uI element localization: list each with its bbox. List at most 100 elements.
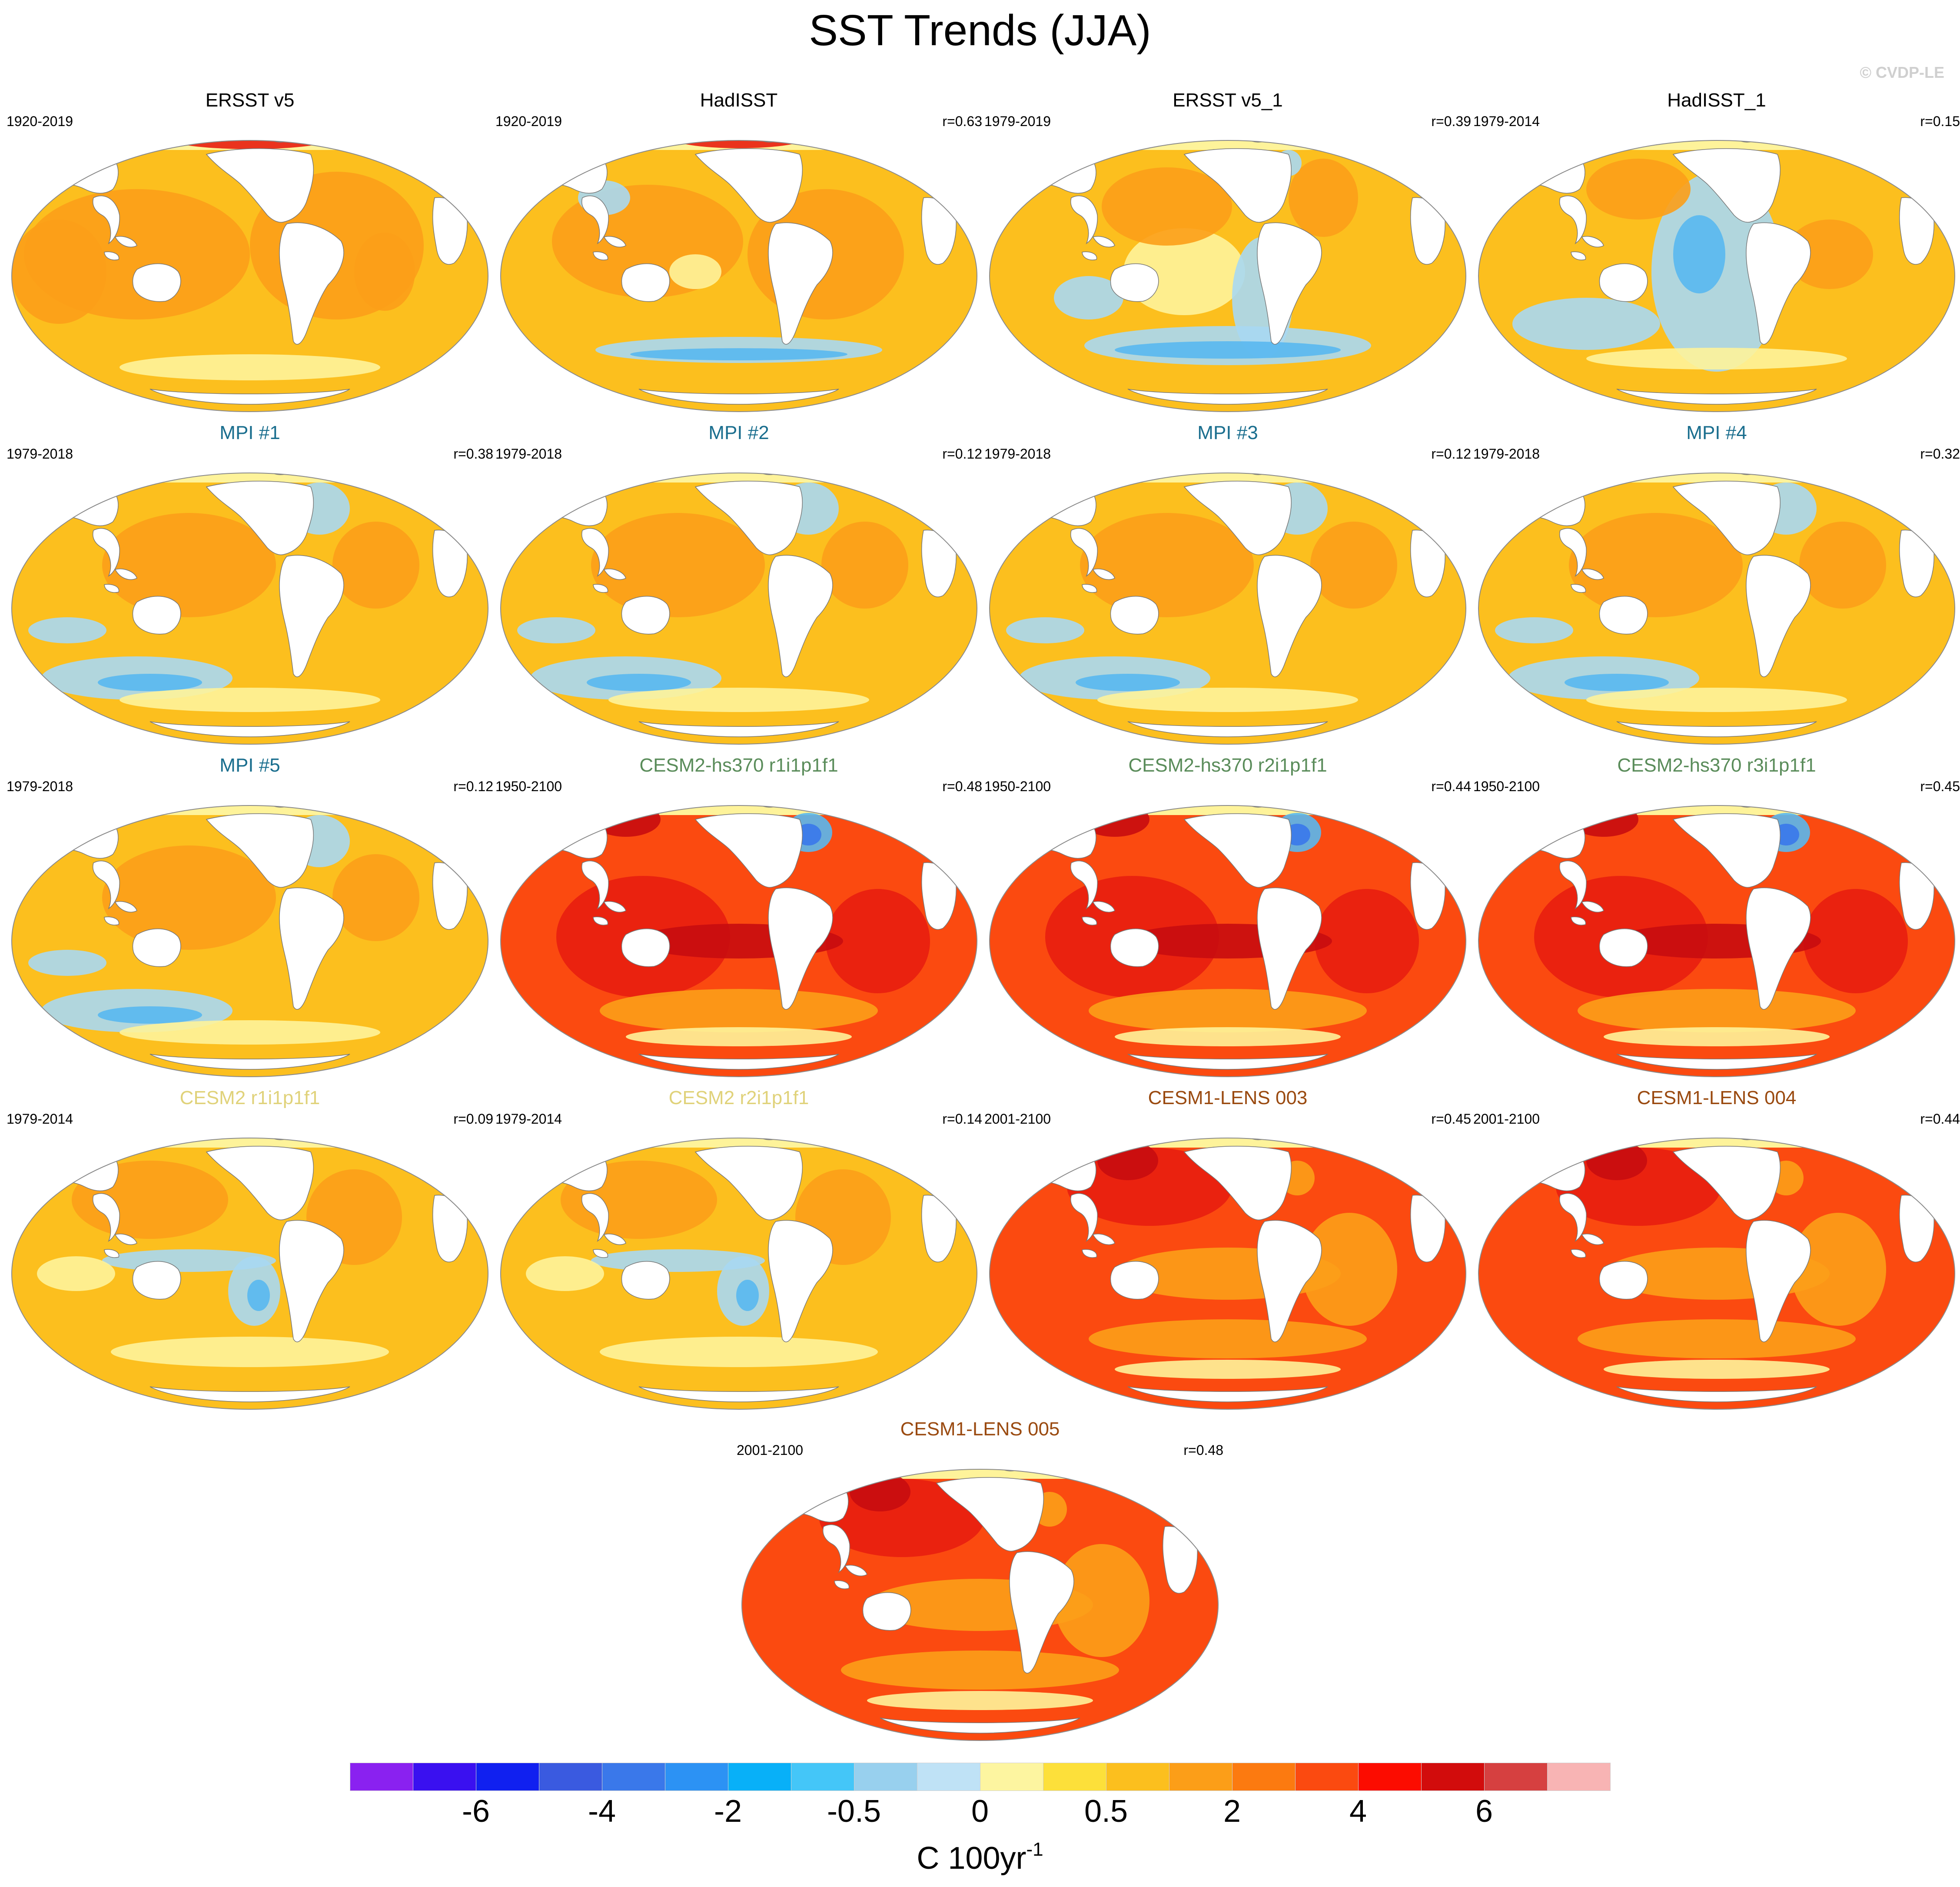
panel-period: 1979-2018 [984, 446, 1051, 462]
map-panel: CESM2 r1i1p1f1 1979-2014 r=0.09 [7, 1087, 493, 1411]
colorbar-swatch [350, 1763, 413, 1791]
map-field [990, 473, 1466, 744]
panel-correlation: r=0.32 [1920, 446, 1960, 462]
world-map [1478, 1138, 1955, 1410]
colorbar-tick-label: 0.5 [1084, 1794, 1128, 1829]
map-panel: CESM2 r2i1p1f1 1979-2014 r=0.14 [495, 1087, 982, 1411]
colorbar-swatch [1421, 1763, 1485, 1791]
panel-title: CESM2-hs370 r3i1p1f1 [1617, 755, 1816, 776]
world-map [1478, 140, 1955, 412]
panel-period: 1979-2019 [984, 113, 1051, 129]
panel-period: 1979-2014 [7, 1111, 73, 1127]
map-field [1478, 805, 1955, 1077]
colorbar-swatch [1043, 1763, 1106, 1791]
world-map [11, 473, 488, 745]
map-panel: CESM2-hs370 r3i1p1f1 1950-2100 r=0.45 [1473, 754, 1960, 1078]
panel-correlation: r=0.38 [453, 446, 493, 462]
colorbar-swatch [1169, 1763, 1232, 1791]
colorbar-swatch [1232, 1763, 1296, 1791]
panel-period: 1950-2100 [1473, 779, 1540, 794]
colorbar-swatch [728, 1763, 791, 1791]
panel-period: 1979-2018 [7, 779, 73, 794]
panel-period: 1950-2100 [495, 779, 562, 794]
map-panel: HadISST_1 1979-2014 r=0.15 [1473, 89, 1960, 413]
panel-correlation: r=0.63 [942, 113, 982, 129]
panel-correlation: r=0.12 [1431, 446, 1471, 462]
world-map [500, 140, 977, 412]
world-map [1478, 473, 1955, 745]
map-field [1478, 1138, 1955, 1409]
colorbar-units-text: C 100yr [917, 1841, 1027, 1876]
panel-period: 1950-2100 [984, 779, 1051, 794]
colorbar-swatch [665, 1763, 728, 1791]
panel-correlation: r=0.09 [453, 1111, 493, 1127]
map-panel: HadISST 1920-2019 r=0.63 [495, 89, 982, 413]
colorbar-swatch [602, 1763, 665, 1791]
panel-period: 1920-2019 [495, 113, 562, 129]
panel-period: 1979-2014 [1473, 113, 1540, 129]
colorbar-tick-label: 0 [971, 1794, 989, 1829]
map-field [990, 1138, 1466, 1409]
map-panel: CESM2-hs370 r2i1p1f1 1950-2100 r=0.44 [984, 754, 1471, 1078]
colorbar-swatch [1106, 1763, 1169, 1791]
colorbar-units: C 100yr-1 [0, 1830, 1960, 1878]
panel-period: 2001-2100 [984, 1111, 1051, 1127]
panel-title: HadISST [700, 90, 778, 111]
world-map [500, 805, 977, 1077]
colorbar-tick-label: 6 [1475, 1794, 1493, 1829]
panel-correlation: r=0.44 [1431, 779, 1471, 794]
map-panel: MPI #4 1979-2018 r=0.32 [1473, 422, 1960, 745]
world-map [500, 1138, 977, 1410]
map-field [12, 805, 488, 1077]
map-panel: MPI #5 1979-2018 r=0.12 [7, 754, 493, 1078]
panel-correlation: r=0.44 [1920, 1111, 1960, 1127]
world-map [989, 1138, 1466, 1410]
colorbar-tick-label: 2 [1223, 1794, 1241, 1829]
panel-correlation: r=0.45 [1431, 1111, 1471, 1127]
colorbar-tick-label: -2 [714, 1794, 742, 1829]
panel-correlation: r=0.48 [942, 779, 982, 794]
colorbar-swatch [539, 1763, 602, 1791]
panel-title: CESM1-LENS 003 [1148, 1087, 1308, 1108]
colorbar-swatch [854, 1763, 917, 1791]
map-field [12, 140, 488, 412]
panel-period: 2001-2100 [1473, 1111, 1540, 1127]
panel-correlation: r=0.14 [942, 1111, 982, 1127]
map-panel: MPI #1 1979-2018 r=0.38 [7, 422, 493, 745]
map-panel: ERSST v5 1920-2019 [7, 89, 493, 413]
world-map [989, 473, 1466, 745]
world-map [1478, 805, 1955, 1077]
map-panel: MPI #3 1979-2018 r=0.12 [984, 422, 1471, 745]
world-map [989, 805, 1466, 1077]
panel-correlation: r=0.39 [1431, 113, 1471, 129]
panel-title: CESM2 r2i1p1f1 [668, 1087, 809, 1108]
colorbar-swatch [791, 1763, 854, 1791]
colorbar-swatch [476, 1763, 539, 1791]
map-panel: CESM1-LENS 005 2001-2100 r=0.48 [737, 1418, 1223, 1742]
map-field [1478, 473, 1955, 744]
panel-title: CESM2 r1i1p1f1 [179, 1087, 320, 1108]
panel-title: MPI #5 [219, 755, 280, 776]
panel-period: 1979-2018 [495, 446, 562, 462]
map-panel: ERSST v5_1 1979-2019 r=0.39 [984, 89, 1471, 413]
world-map [741, 1469, 1219, 1741]
panel-title: CESM1-LENS 005 [900, 1418, 1060, 1440]
map-field [501, 140, 977, 412]
colorbar-swatch [1547, 1763, 1611, 1791]
panel-title: ERSST v5 [205, 90, 295, 111]
colorbar-swatch [1358, 1763, 1422, 1791]
colorbar-swatch [413, 1763, 476, 1791]
panel-title: HadISST_1 [1667, 90, 1766, 111]
map-field [501, 473, 977, 744]
watermark-text: © CVDP-LE [1860, 63, 1944, 81]
colorbar-swatch [1295, 1763, 1359, 1791]
map-field [12, 473, 488, 744]
world-map [500, 473, 977, 745]
panel-period: 1979-2018 [1473, 446, 1540, 462]
map-field [501, 805, 977, 1077]
map-field [12, 1138, 488, 1409]
world-map [11, 805, 488, 1077]
panel-title: CESM1-LENS 004 [1637, 1087, 1797, 1108]
map-field [742, 1469, 1218, 1741]
panel-period: 1920-2019 [7, 113, 73, 129]
